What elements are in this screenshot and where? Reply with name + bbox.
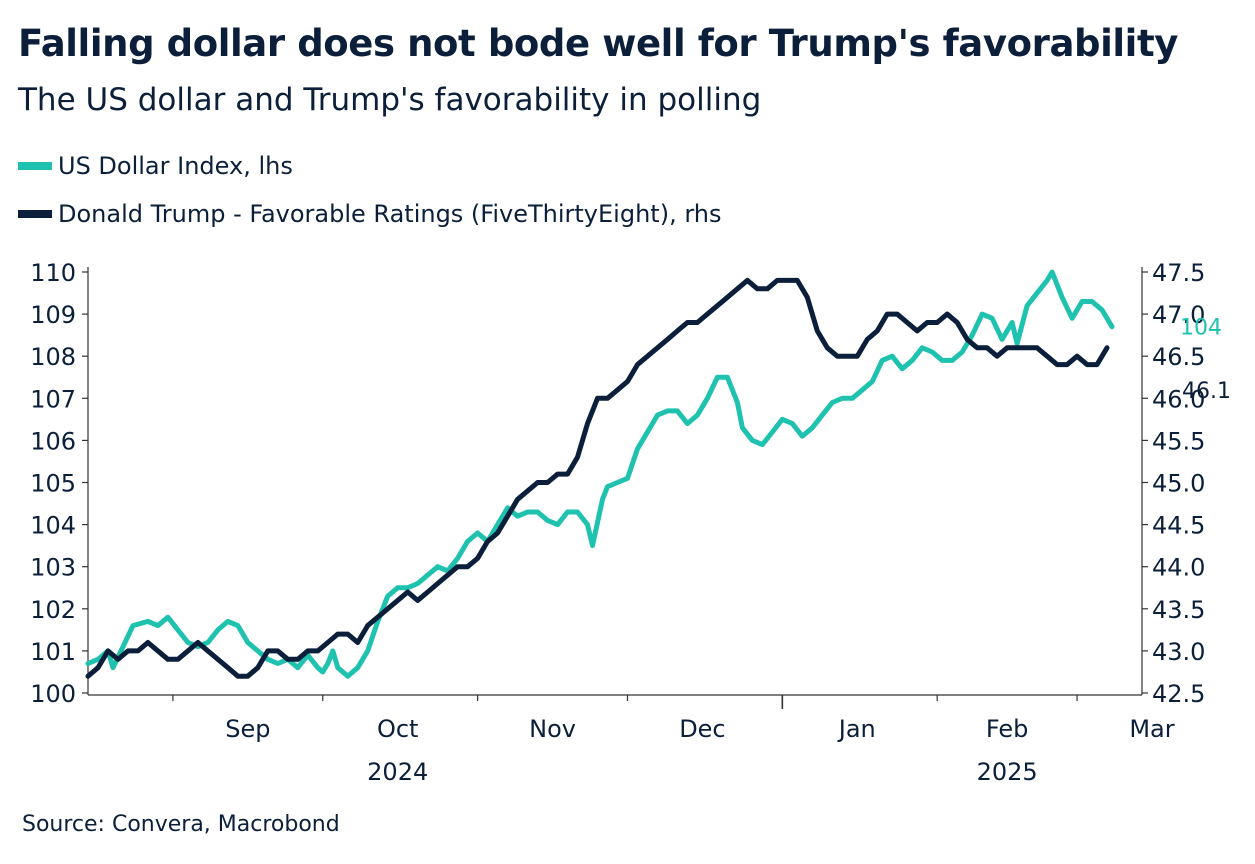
y-right-tick-label: 47.0 — [1152, 301, 1205, 329]
y-left-tick-label: 106 — [30, 427, 76, 455]
y-left-tick-label: 103 — [30, 554, 76, 582]
y-left-tick-label: 100 — [30, 680, 76, 708]
legend-label-dollar: US Dollar Index, lhs — [58, 152, 293, 180]
y-left-tick-label: 109 — [30, 301, 76, 329]
chart-labels: 100 101 102 103 104 105 106 107 108 109 110 42.5 43.… — [30, 259, 1231, 786]
y-left-tick-label: 104 — [30, 512, 76, 540]
x-month-label: Dec — [679, 715, 725, 743]
legend-swatch-trump — [18, 210, 52, 218]
legend-item-dollar: US Dollar Index, lhs — [18, 150, 721, 182]
y-right-tick-label: 46.5 — [1152, 343, 1205, 371]
y-left-tick-label: 105 — [30, 470, 76, 498]
y-right-tick-label: 45.5 — [1152, 427, 1205, 455]
y-right-tick-label: 43.5 — [1152, 596, 1205, 624]
trump-favorability-line — [85, 277, 1110, 679]
y-right-tick-label: 45.0 — [1152, 470, 1205, 498]
x-year-label: 2025 — [977, 758, 1038, 786]
y-right-tick-label: 47.5 — [1152, 259, 1205, 287]
x-month-label: Jan — [837, 715, 876, 743]
y-right-tick-label: 44.5 — [1152, 512, 1205, 540]
chart-axes — [82, 267, 1148, 709]
x-month-label: Nov — [529, 715, 576, 743]
x-month-label: Oct — [377, 715, 419, 743]
source-note: Source: Convera, Macrobond — [22, 812, 340, 837]
legend-swatch-dollar — [18, 162, 52, 170]
chart-lines — [85, 269, 1115, 679]
y-right-tick-label: 42.5 — [1152, 680, 1205, 708]
legend-item-trump: Donald Trump - Favorable Ratings (FiveTh… — [18, 198, 721, 230]
legend-label-trump: Donald Trump - Favorable Ratings (FiveTh… — [58, 200, 722, 228]
page-subtitle: The US dollar and Trump's favorability i… — [18, 82, 762, 118]
y-right-tick-label: 46.0 — [1152, 385, 1205, 413]
y-left-tick-label: 107 — [30, 385, 76, 413]
y-right-tick-label: 43.0 — [1152, 638, 1205, 666]
trump-end-label: 46.1 — [1182, 379, 1231, 404]
x-month-label: Sep — [225, 715, 270, 743]
dollar-index-line — [85, 269, 1115, 679]
dollar-end-label: 104 — [1180, 316, 1222, 341]
x-month-label: Mar — [1129, 715, 1174, 743]
x-year-label: 2024 — [367, 758, 428, 786]
y-left-tick-label: 102 — [30, 596, 76, 624]
y-right-tick-label: 44.0 — [1152, 554, 1205, 582]
x-month-label: Feb — [986, 715, 1029, 743]
y-left-tick-label: 108 — [30, 343, 76, 371]
y-left-tick-label: 101 — [30, 638, 76, 666]
chart-legend: US Dollar Index, lhs Donald Trump - Favo… — [18, 150, 721, 246]
y-left-tick-label: 110 — [30, 259, 76, 287]
page-title: Falling dollar does not bode well for Tr… — [18, 22, 1178, 65]
